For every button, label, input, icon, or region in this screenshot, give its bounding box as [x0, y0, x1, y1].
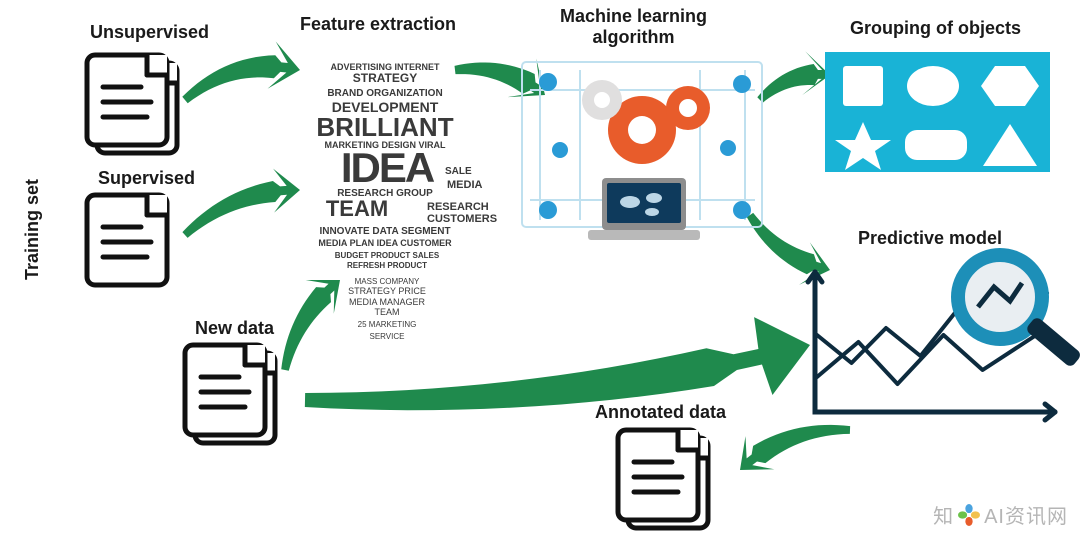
arrow-new_to_bulb — [281, 280, 340, 371]
new-data-doc-icon — [185, 345, 275, 443]
arrow-unsup_to_bulb — [182, 41, 300, 103]
svg-text:TEAM: TEAM — [326, 196, 388, 221]
arrow-sup_to_bulb — [182, 169, 300, 238]
arrow-pred_to_annot — [740, 425, 850, 470]
svg-text:SERVICE: SERVICE — [370, 332, 405, 341]
unsupervised-doc-icon — [87, 55, 177, 153]
flower-icon — [958, 504, 980, 526]
arrow-bulb_to_ml — [455, 59, 545, 98]
svg-text:MEDIA: MEDIA — [447, 179, 483, 191]
svg-text:25 MARKETING: 25 MARKETING — [358, 320, 417, 329]
grouping-box-icon — [825, 52, 1050, 172]
watermark-left: 知 — [933, 500, 954, 529]
arrows-layer — [182, 41, 850, 470]
watermark: 知 AI资讯网 — [933, 500, 1068, 529]
svg-text:TEAM: TEAM — [374, 307, 399, 317]
annotated-doc-icon — [618, 430, 708, 528]
svg-text:BUDGET PRODUCT SALES: BUDGET PRODUCT SALES — [335, 251, 440, 260]
svg-text:BRILLIANT: BRILLIANT — [316, 112, 453, 142]
watermark-right: AI资讯网 — [984, 500, 1068, 529]
svg-text:REFRESH PRODUCT: REFRESH PRODUCT — [347, 261, 427, 270]
svg-text:MEDIA MANAGER: MEDIA MANAGER — [349, 297, 426, 307]
predictive-chart-icon — [808, 255, 1080, 420]
svg-text:IDEA: IDEA — [341, 144, 435, 191]
svg-text:RESEARCH: RESEARCH — [427, 201, 489, 213]
lightbulb-wordcloud-icon: ADVERTISING INTERNET STRATEGY BRAND ORGA… — [316, 62, 497, 341]
svg-text:CUSTOMERS: CUSTOMERS — [427, 213, 497, 225]
supervised-doc-icon — [87, 195, 167, 285]
svg-text:STRATEGY PRICE: STRATEGY PRICE — [348, 286, 426, 296]
arrow-ml_to_group — [757, 51, 830, 102]
svg-text:SALE: SALE — [445, 166, 472, 177]
svg-text:MEDIA PLAN IDEA CUSTOMER: MEDIA PLAN IDEA CUSTOMER — [318, 238, 452, 248]
svg-text:STRATEGY: STRATEGY — [353, 71, 417, 85]
svg-text:MASS COMPANY: MASS COMPANY — [355, 277, 420, 286]
svg-text:BRAND ORGANIZATION: BRAND ORGANIZATION — [327, 88, 442, 99]
diagram-svg: ADVERTISING INTERNET STRATEGY BRAND ORGA… — [0, 0, 1080, 537]
svg-text:INNOVATE DATA SEGMENT: INNOVATE DATA SEGMENT — [319, 226, 450, 237]
